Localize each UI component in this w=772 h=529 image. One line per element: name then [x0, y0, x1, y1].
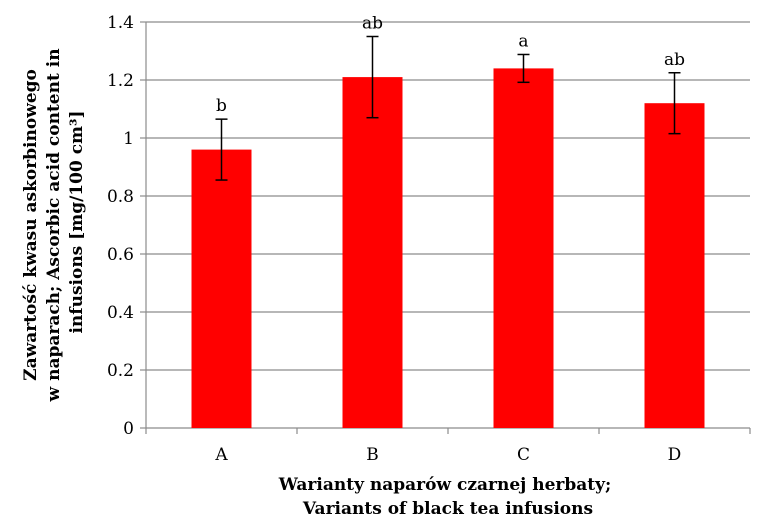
y-tick-label: 0	[123, 419, 134, 439]
significance-label-B: ab	[362, 14, 383, 34]
y-axis-title: Zawartość kwasu askorbinowego w naparach…	[21, 43, 87, 403]
bars	[191, 68, 705, 429]
x-tick-label-A: A	[214, 445, 228, 465]
significance-label-A: b	[216, 96, 227, 116]
y-tick-label: 0.2	[107, 361, 134, 381]
y-tick-label: 0.6	[107, 245, 134, 265]
x-axis-title: Warianty naparów czarnej herbaty; Varian…	[278, 475, 617, 519]
y-axis-title-line-3: infusions [mg/100 cm³]	[67, 110, 87, 333]
bar-A	[191, 149, 252, 428]
error-bars	[215, 35, 681, 181]
x-axis-title-line-2: Variants of black tea infusions	[302, 499, 593, 519]
x-tick-label-C: C	[517, 445, 530, 465]
x-tick-label-B: B	[366, 445, 379, 465]
bar-C	[493, 68, 554, 429]
bar-B	[342, 77, 403, 428]
y-tick-label: 1	[123, 129, 134, 149]
y-tick-label: 0.4	[107, 303, 134, 323]
bar-D	[644, 103, 705, 428]
x-axis-title-line-1: Warianty naparów czarnej herbaty;	[278, 475, 611, 495]
x-tick-label-D: D	[668, 445, 682, 465]
y-tick-label: 1.4	[107, 13, 134, 33]
significance-labels: b ab a ab	[216, 14, 685, 117]
y-axis-title-line-1: Zawartość kwasu askorbinowego	[21, 69, 41, 381]
tick-labels: 0 0.2 0.4 0.6 0.8 1 1.2 1.4 A B C D	[107, 13, 681, 465]
y-axis-title-line-2: w naparach; Ascorbic acid content in	[44, 48, 64, 402]
significance-label-C: a	[518, 31, 528, 51]
y-tick-label: 1.2	[107, 71, 134, 91]
y-tick-label: 0.8	[107, 187, 134, 207]
significance-label-D: ab	[664, 50, 685, 70]
